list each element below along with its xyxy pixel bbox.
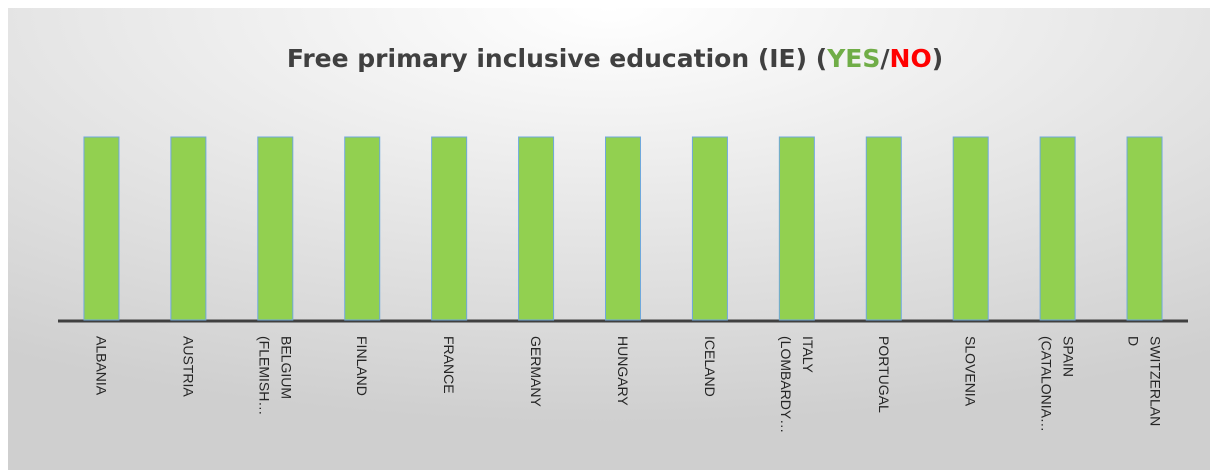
title-part: YES xyxy=(826,44,880,73)
x-tick-label: BELGIUM (FLEMISH… xyxy=(256,336,294,415)
bar xyxy=(170,136,207,321)
x-tick-label-line: D xyxy=(1126,336,1142,346)
title-part: / xyxy=(880,44,890,73)
bar xyxy=(952,136,989,321)
bar xyxy=(1039,136,1076,321)
bar xyxy=(778,136,815,321)
x-tick-label: FINLAND xyxy=(354,336,370,396)
x-tick-label: SWITZERLAN D xyxy=(1126,336,1164,426)
x-tick-label-line: (FLEMISH… xyxy=(256,336,272,415)
x-tick-label-line: GERMANY xyxy=(528,336,544,407)
x-tick-label-line: BELGIUM xyxy=(278,336,294,399)
x-tick-label: ALBANIA xyxy=(93,336,109,396)
bar xyxy=(257,136,294,321)
bar xyxy=(518,136,555,321)
x-tick-label-line: HUNGARY xyxy=(615,336,631,406)
x-tick-label-line: ICELAND xyxy=(702,336,718,397)
x-tick-label: SLOVENIA xyxy=(963,336,979,407)
bar xyxy=(605,136,641,321)
chart-title: Free primary inclusive education (IE) (Y… xyxy=(287,44,943,73)
x-tick-label-line: (LOMBARDY… xyxy=(778,336,794,433)
x-tick-label: ITALY (LOMBARDY… xyxy=(778,336,816,433)
bar xyxy=(1126,136,1163,321)
bar xyxy=(431,136,468,321)
x-tick-label-line: AUSTRIA xyxy=(180,336,196,397)
title-part: NO xyxy=(890,44,932,73)
x-tick-label-line: ITALY xyxy=(800,336,816,373)
x-tick-label-line: SPAIN xyxy=(1061,336,1077,377)
x-tick-label: PORTUGAL xyxy=(876,336,892,413)
title-part: Free primary inclusive education (IE) ( xyxy=(287,44,827,73)
x-tick-label: FRANCE xyxy=(441,336,457,394)
x-tick-label-line: SLOVENIA xyxy=(963,336,979,407)
bar xyxy=(865,136,902,321)
x-tick-label: HUNGARY xyxy=(615,336,631,406)
x-tick-label-line: FRANCE xyxy=(441,336,457,394)
title-part: ) xyxy=(932,44,943,73)
bar xyxy=(691,136,728,321)
x-tick-label-line: PORTUGAL xyxy=(876,336,892,413)
x-tick-label-line: (CATALONIA… xyxy=(1039,336,1055,432)
x-tick-label-line: FINLAND xyxy=(354,336,370,396)
x-tick-label: SPAIN (CATALONIA… xyxy=(1039,336,1077,432)
x-tick-label-line: SWITZERLAN xyxy=(1148,336,1164,426)
x-tick-label: GERMANY xyxy=(528,336,544,407)
x-tick-label-line: ALBANIA xyxy=(93,336,109,396)
bar xyxy=(344,136,381,321)
x-tick-label: AUSTRIA xyxy=(180,336,196,397)
bar xyxy=(83,136,120,321)
x-tick-label: ICELAND xyxy=(702,336,718,397)
